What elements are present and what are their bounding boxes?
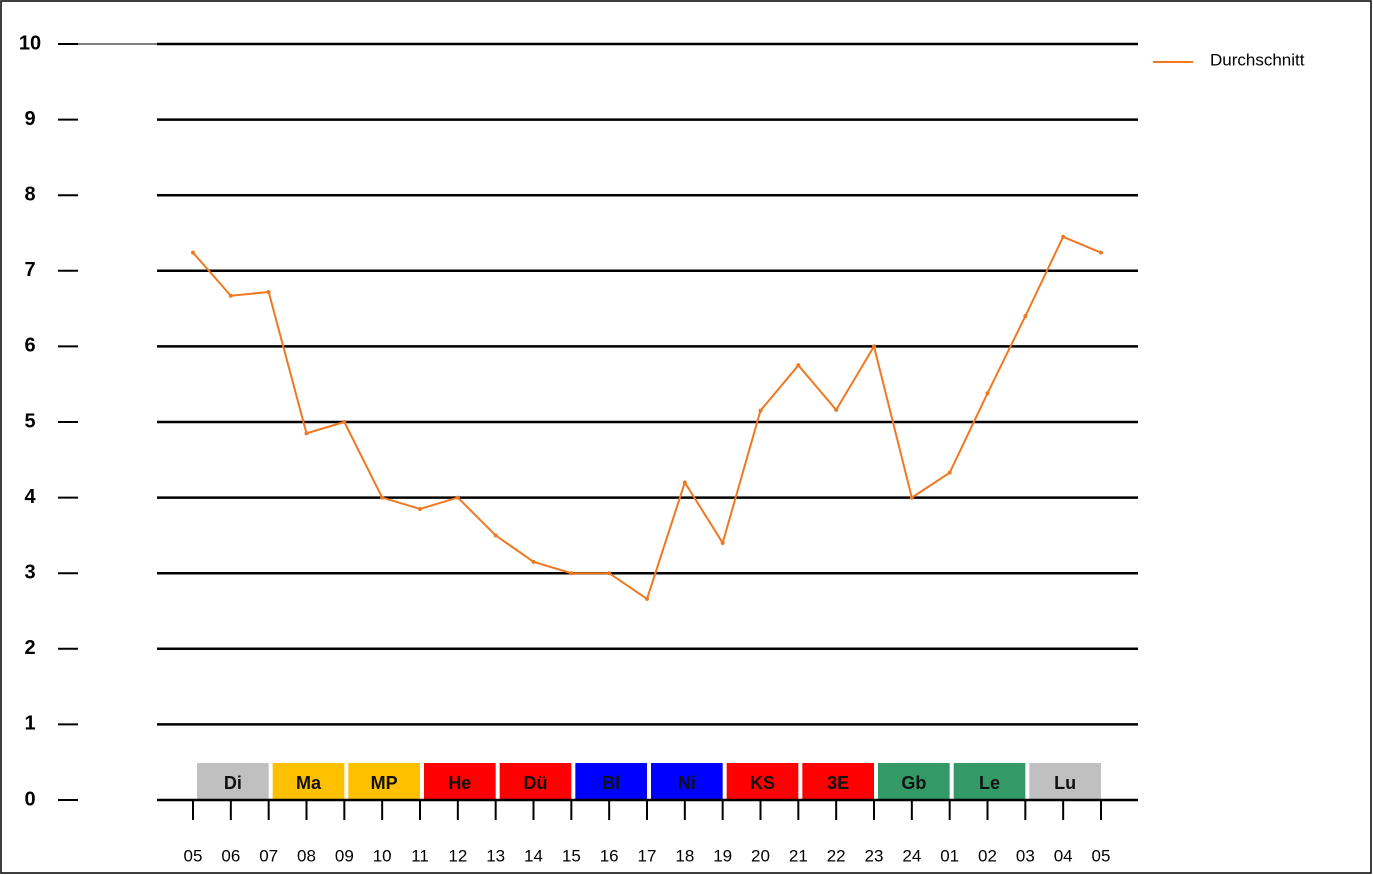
data-point [682, 480, 687, 485]
shift-label: Ni [678, 773, 696, 793]
data-point [569, 571, 574, 576]
x-tick-label: 14 [524, 846, 543, 865]
shift-label: Dü [524, 773, 548, 793]
x-tick-label: 15 [562, 846, 581, 865]
y-tick-label: 3 [24, 561, 35, 583]
shift-label: Lu [1054, 773, 1076, 793]
data-point [531, 559, 536, 564]
shift-band [878, 763, 950, 800]
y-tick-label: 0 [24, 788, 35, 810]
shift-label: Le [979, 773, 1000, 793]
x-tick-label: 20 [751, 846, 770, 865]
y-tick-label: 2 [24, 637, 35, 659]
x-tick-label: 07 [259, 846, 278, 865]
x-tick-label: 08 [297, 846, 316, 865]
x-tick-label: 12 [448, 846, 467, 865]
data-point [1023, 314, 1028, 319]
shift-label: KS [750, 773, 775, 793]
shift-band [348, 763, 420, 800]
data-point [1061, 234, 1066, 239]
x-tick-label: 05 [1092, 846, 1111, 865]
x-tick-label: 13 [486, 846, 505, 865]
y-tick-label: 10 [19, 32, 41, 54]
shift-band [726, 763, 799, 800]
shift-band [575, 763, 647, 800]
data-point [872, 344, 876, 349]
data-point [947, 470, 952, 475]
x-tick-label: 11 [411, 846, 429, 865]
x-tick-label: 19 [713, 846, 732, 865]
data-point [342, 420, 347, 424]
data-point [304, 431, 309, 436]
y-tick-label: 5 [24, 410, 35, 432]
shift-band [424, 763, 496, 800]
y-tick-label: 4 [24, 486, 36, 508]
y-tick-label: 6 [24, 335, 35, 357]
shift-label: Gb [901, 773, 926, 793]
shift-band [1029, 763, 1101, 800]
x-tick-label: 10 [373, 846, 392, 865]
y-tick-label: 1 [24, 713, 35, 735]
y-tick-label: 9 [24, 108, 35, 130]
legend-label: Durchschnitt [1210, 50, 1305, 69]
data-point [796, 363, 801, 368]
x-tick-label: 22 [827, 846, 846, 865]
data-point [645, 596, 649, 601]
data-point [834, 407, 839, 412]
shift-label: 3E [827, 773, 849, 793]
data-point [493, 533, 498, 538]
data-point [228, 293, 233, 298]
data-point [720, 540, 725, 545]
data-point [1099, 250, 1103, 255]
y-tick-label: 8 [24, 183, 35, 205]
data-point [985, 391, 990, 396]
x-tick-label: 03 [1016, 846, 1035, 865]
shift-label: Di [224, 773, 242, 793]
x-tick-label: 23 [865, 846, 884, 865]
x-tick-label: 21 [789, 846, 808, 865]
x-tick-label: 18 [675, 846, 694, 865]
x-tick-label: 24 [902, 846, 921, 865]
shift-band [953, 763, 1026, 800]
data-point [607, 571, 612, 576]
data-point [758, 408, 763, 413]
y-tick-label: 7 [24, 259, 35, 281]
shift-band [651, 763, 723, 800]
shift-band [499, 763, 572, 800]
data-point [266, 289, 271, 294]
shift-label: He [448, 773, 471, 793]
x-tick-label: 05 [184, 846, 203, 865]
x-tick-label: 02 [978, 846, 997, 865]
data-line [192, 235, 1102, 601]
x-tick-label: 17 [638, 846, 657, 865]
shift-label: Bl [602, 773, 620, 793]
shift-band [197, 763, 269, 800]
data-point [191, 250, 195, 255]
x-tick-label: 04 [1054, 846, 1073, 865]
data-point [418, 506, 422, 511]
data-point [380, 495, 385, 500]
data-point [909, 495, 914, 500]
x-tick-label: 06 [221, 846, 240, 865]
x-tick-label: 01 [940, 846, 959, 865]
shift-band [272, 763, 345, 800]
shift-band [802, 763, 874, 800]
shift-label: MP [371, 773, 398, 793]
data-point [455, 495, 460, 500]
x-tick-label: 16 [600, 846, 619, 865]
shift-label: Ma [296, 773, 322, 793]
x-tick-label: 09 [335, 846, 354, 865]
